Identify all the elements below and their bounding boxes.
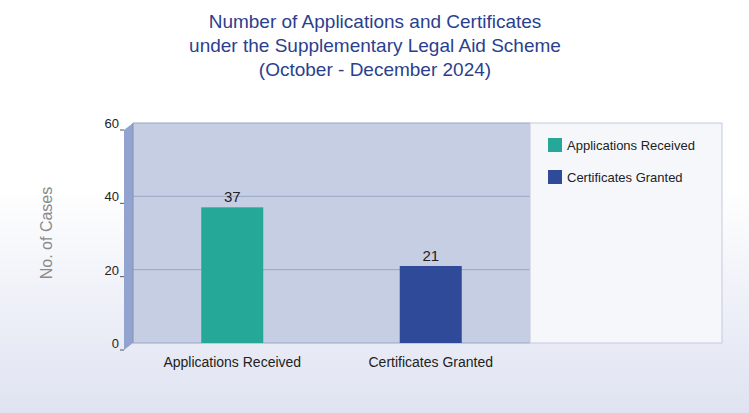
bar bbox=[400, 266, 462, 343]
y-tick-label: 60 bbox=[105, 116, 119, 131]
plot-wall bbox=[124, 123, 133, 350]
y-axis bbox=[133, 123, 134, 343]
legend-label: Certificates Granted bbox=[567, 170, 683, 185]
bar bbox=[201, 207, 263, 343]
y-tick-label: 20 bbox=[105, 263, 119, 278]
legend-swatch bbox=[548, 170, 562, 184]
tick-mark bbox=[120, 350, 124, 351]
tick-mark bbox=[120, 130, 124, 131]
plot-area bbox=[133, 123, 530, 343]
x-tick-label: Applications Received bbox=[163, 354, 301, 370]
legend-box bbox=[530, 123, 722, 343]
grid-line bbox=[133, 343, 530, 344]
chart: Number of Applications and Certificates u… bbox=[0, 0, 749, 413]
legend-swatch bbox=[548, 138, 562, 152]
y-tick-label: 40 bbox=[105, 189, 119, 204]
subtitle: (October - December 2024) bbox=[259, 59, 491, 80]
y-tick-label: 0 bbox=[112, 336, 119, 351]
bars bbox=[201, 207, 462, 343]
grid-line bbox=[133, 196, 530, 197]
tick-mark bbox=[120, 276, 124, 277]
x-tick-label: Certificates Granted bbox=[369, 354, 494, 370]
data-label: 21 bbox=[422, 247, 439, 264]
tick-mark bbox=[120, 203, 124, 204]
grid-line bbox=[133, 123, 530, 124]
y-axis-label: No. of Cases bbox=[38, 187, 55, 279]
title: under the Supplementary Legal Aid Scheme bbox=[189, 35, 561, 56]
data-label: 37 bbox=[224, 188, 241, 205]
grid-line bbox=[133, 269, 530, 270]
legend-label: Applications Received bbox=[567, 138, 695, 153]
title: Number of Applications and Certificates bbox=[209, 11, 542, 32]
